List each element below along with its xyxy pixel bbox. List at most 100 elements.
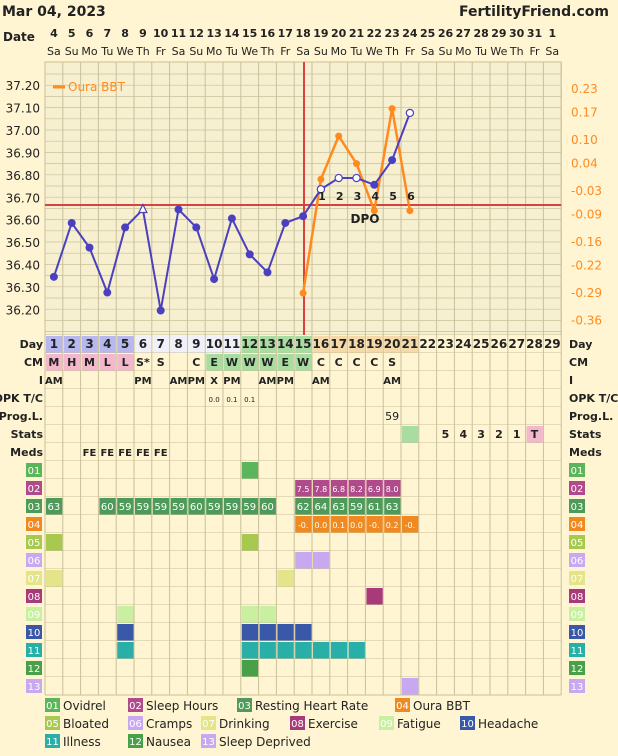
- row-bg: [45, 389, 562, 407]
- date-number: 5: [68, 27, 76, 40]
- legend-code-box: [379, 716, 394, 730]
- bbt-point: [49, 272, 58, 281]
- row-cell: [241, 498, 259, 515]
- row-cell-value: 59: [137, 502, 150, 513]
- legend-code: 10: [461, 719, 474, 730]
- legend-code-box: [128, 698, 143, 712]
- date-number: 21: [349, 27, 364, 40]
- row-cell: [46, 534, 63, 551]
- weekday-label: Su: [314, 45, 328, 58]
- row-cell: [241, 534, 259, 551]
- day-cell: [46, 336, 63, 353]
- weekday-label: We: [117, 45, 134, 58]
- row-code-left: 01: [28, 466, 41, 477]
- date-number: 12: [189, 27, 204, 40]
- cm-value: S: [157, 356, 165, 369]
- stats-cell: [526, 426, 543, 443]
- day-number: 11: [224, 337, 241, 351]
- row-cell: [348, 498, 365, 515]
- weekday-label: Mo: [81, 45, 97, 58]
- row-cell: [348, 516, 365, 533]
- row-code-left: 13: [28, 682, 41, 693]
- cm-cell: [224, 354, 241, 371]
- dpo-number: 3: [354, 190, 362, 203]
- intercourse-value: PM: [277, 376, 294, 387]
- legend-code-box: [128, 716, 143, 730]
- day-number: 4: [103, 337, 111, 351]
- intercourse-value: AM: [170, 376, 188, 387]
- dpo-number: 2: [336, 190, 344, 203]
- bbt-point: [103, 288, 112, 297]
- row-cell-value: 0.1: [332, 521, 345, 530]
- row-label-right: OPK T/C: [569, 392, 618, 405]
- legend-code: 08: [291, 719, 304, 730]
- date-number: 28: [473, 27, 488, 40]
- legend-code-box: [45, 716, 60, 730]
- row-label-right: Prog.L.: [569, 410, 613, 423]
- y2-tick-label: 0.10: [571, 133, 598, 147]
- row-bg: [45, 533, 562, 551]
- y-tick-label: 37.20: [6, 79, 40, 93]
- day-cell: [348, 336, 365, 353]
- legend-code: 07: [202, 719, 215, 730]
- legend-code: 09: [380, 719, 393, 730]
- bbt-point: [210, 275, 219, 284]
- date-number: 31: [527, 27, 542, 40]
- y2-tick-label: -0.09: [571, 208, 602, 222]
- oura-point: [370, 207, 378, 215]
- row-code-box: [569, 643, 585, 657]
- weekday-label: Fr: [280, 45, 291, 58]
- y2-tick-label: 0.23: [571, 82, 598, 96]
- row-cell: [366, 516, 383, 533]
- opk-value: 0.1: [226, 396, 237, 404]
- row-code-box: [569, 499, 585, 513]
- legend-code: 04: [396, 701, 409, 712]
- row-label-right: Day: [569, 338, 592, 351]
- day-number: 20: [384, 337, 401, 351]
- date-number: 9: [139, 27, 147, 40]
- day-cell: [188, 336, 205, 353]
- row-cell: [259, 642, 276, 659]
- cm-value: L: [122, 356, 129, 369]
- y-tick-label: 36.80: [6, 169, 40, 183]
- day-number: 18: [348, 337, 365, 351]
- day-number: 13: [259, 337, 276, 351]
- date-number: 23: [384, 27, 399, 40]
- row-cell: [313, 498, 330, 515]
- dpo-number: 1: [318, 190, 326, 203]
- bbt-point: [192, 223, 201, 232]
- meds-value: FE: [100, 448, 114, 459]
- row-code-box: [26, 607, 42, 621]
- day-number: 10: [206, 337, 223, 351]
- row-code-box: [26, 661, 42, 675]
- weekday-label: Tu: [474, 45, 487, 58]
- row-code-box: [569, 553, 585, 567]
- weekday-label: Mo: [206, 45, 222, 58]
- y2-tick-label: -0.29: [571, 286, 602, 300]
- oura-point: [317, 175, 325, 183]
- row-cell-value: 8.2: [350, 485, 363, 494]
- day-number: 12: [241, 337, 258, 351]
- day-number: 8: [174, 337, 182, 351]
- y-tick-label: 36.40: [6, 259, 40, 273]
- row-cell-value: 64: [315, 502, 328, 513]
- legend-name: Fatigue: [397, 717, 441, 731]
- day-cell: [152, 336, 170, 353]
- row-code-right: 07: [571, 574, 584, 585]
- row-cell-value: 7.8: [315, 485, 328, 494]
- row-code-box: [569, 571, 585, 585]
- row-code-right: 04: [571, 520, 584, 531]
- row-cell: [117, 642, 134, 659]
- row-label-right: I: [569, 374, 573, 387]
- row-code-box: [26, 517, 42, 531]
- row-cell-value: 0.0: [315, 521, 328, 530]
- row-cell-value: 60: [101, 502, 114, 513]
- row-code-box: [569, 679, 585, 693]
- weekday-label: Tu: [349, 45, 362, 58]
- weekday-label: Mo: [455, 45, 471, 58]
- bbt-point: [370, 180, 379, 189]
- legend-name: Illness: [63, 735, 101, 749]
- site-brand[interactable]: FertilityFriend.com: [459, 4, 609, 20]
- day-number: 23: [437, 337, 454, 351]
